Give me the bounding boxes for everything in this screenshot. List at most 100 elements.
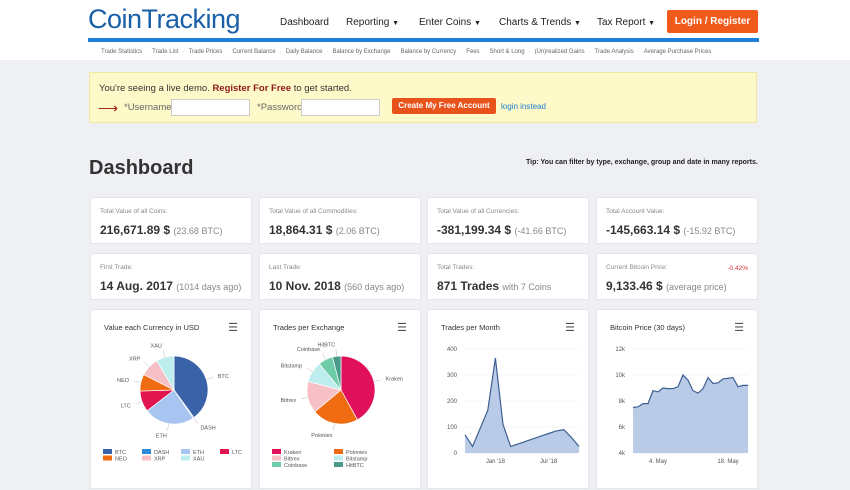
data-point[interactable] [697,392,700,395]
legend-item[interactable]: Bitstamp [346,456,367,462]
legend-item[interactable]: BTC [115,450,126,456]
data-point[interactable] [578,445,581,448]
data-point[interactable] [517,442,520,445]
data-point[interactable] [502,423,505,426]
legend-item[interactable]: Kraken [284,450,301,456]
pie-slice[interactable] [156,355,175,392]
data-point[interactable] [486,409,489,412]
login-instead-link[interactable]: login instead [501,102,546,111]
username-input[interactable] [171,99,250,116]
legend-item[interactable]: Bittrex [284,456,300,462]
hamburger-menu-icon[interactable]: ☰ [565,322,575,334]
subnav-link[interactable]: Balance by Currency [400,48,457,55]
legend-item[interactable]: NEO [115,456,128,462]
nav-reporting[interactable]: Reporting ▼ [346,17,399,28]
subnav-link[interactable]: Trade Statistics [101,48,143,55]
chart-panel: Bitcoin Price (30 days) ☰ 4k 6k 8k 10k 12k 4. M… [596,309,758,489]
slice-label: DASH [200,426,215,432]
data-point[interactable] [737,385,740,388]
data-point[interactable] [652,389,655,392]
legend-item[interactable]: ETH [193,450,204,456]
hamburger-menu-icon[interactable]: ☰ [734,322,744,334]
data-point[interactable] [637,405,640,408]
stat-sub: (560 days ago) [344,282,405,292]
data-point[interactable] [662,387,665,390]
data-point[interactable] [717,381,720,384]
legend-item[interactable]: Coinbase [284,463,307,469]
label-connector [333,423,335,431]
label-connector [162,350,166,358]
login-register-button[interactable]: Login / Register [667,10,758,33]
data-point[interactable] [570,436,573,439]
data-point[interactable] [562,428,565,431]
data-point[interactable] [667,387,670,390]
subnav-link[interactable]: Trade Analysis [594,48,634,55]
data-point[interactable] [494,357,497,360]
pie-slice[interactable] [332,355,342,391]
data-point[interactable] [657,390,660,393]
legend-item[interactable]: HitBTC [346,463,364,469]
data-point[interactable] [747,384,750,387]
nav-dashboard[interactable]: Dashboard [280,17,329,28]
register-link[interactable]: Register For Free [212,83,292,94]
data-point[interactable] [702,387,705,390]
stat-title: Current Bitcoin Price: [606,264,668,271]
pie-slice[interactable] [340,355,376,421]
pie-slice[interactable] [314,389,358,425]
legend-item[interactable]: LTC [232,450,242,456]
label-connector [133,380,141,383]
hamburger-menu-icon[interactable]: ☰ [228,322,238,334]
data-point[interactable] [687,379,690,382]
data-point[interactable] [677,385,680,388]
subnav-link[interactable]: Daily Balance [285,48,323,55]
subnav-link[interactable]: (Un)realized Gains [534,48,585,55]
subnav-link[interactable]: Current Balance [232,48,276,55]
data-point[interactable] [647,402,650,405]
subnav-link[interactable]: Average Purchase Prices [643,48,712,55]
data-point[interactable] [471,445,474,448]
pie-slice[interactable] [146,389,194,425]
data-point[interactable] [742,384,745,387]
data-point[interactable] [632,406,635,409]
data-point[interactable] [722,377,725,380]
legend-item[interactable]: XRP [154,456,166,462]
subnav-link[interactable]: Short & Long [489,48,525,55]
data-point[interactable] [464,433,467,436]
data-point[interactable] [479,427,482,430]
caret-down-icon: ▼ [648,20,656,27]
subnav-link[interactable]: Fees [466,48,480,55]
data-point[interactable] [727,377,730,380]
data-point[interactable] [524,440,527,443]
subnav-link[interactable]: Balance by Exchange [332,48,391,55]
password-input[interactable] [301,99,380,116]
data-point[interactable] [547,432,550,435]
nav-tax-report[interactable]: Tax Report ▼ [597,17,655,28]
legend-item[interactable]: XAU [193,456,204,462]
legend-item[interactable]: DASH [154,450,169,456]
subnav-link[interactable]: Trade Prices [188,48,223,55]
nav-enter-coins[interactable]: Enter Coins ▼ [419,17,481,28]
data-point[interactable] [672,387,675,390]
nav-label: Reporting [346,17,390,28]
data-point[interactable] [707,376,710,379]
legend-swatch [334,462,343,467]
data-point[interactable] [682,374,685,377]
data-point[interactable] [692,389,695,392]
separator: · [637,48,640,55]
legend-item[interactable]: Poloniex [346,450,367,456]
data-point[interactable] [509,445,512,448]
data-point[interactable] [540,435,543,438]
data-point[interactable] [642,402,645,405]
top-bar: CoinTracking Dashboard Reporting ▼ Enter… [0,0,850,60]
data-point[interactable] [532,437,535,440]
data-point[interactable] [732,376,735,379]
create-account-button[interactable]: Create My Free Account [392,98,496,114]
slice-label: Bitstamp [281,363,302,369]
data-point[interactable] [555,429,558,432]
subnav-link[interactable]: Trade List [152,48,179,55]
logo[interactable]: CoinTracking [88,4,241,34]
hamburger-menu-icon[interactable]: ☰ [397,322,407,334]
chart-svg: Kraken Poloniex Bittrex Bitstamp Coinbase Hit… [272,342,403,469]
nav-charts-trends[interactable]: Charts & Trends ▼ [499,17,581,28]
data-point[interactable] [712,382,715,385]
